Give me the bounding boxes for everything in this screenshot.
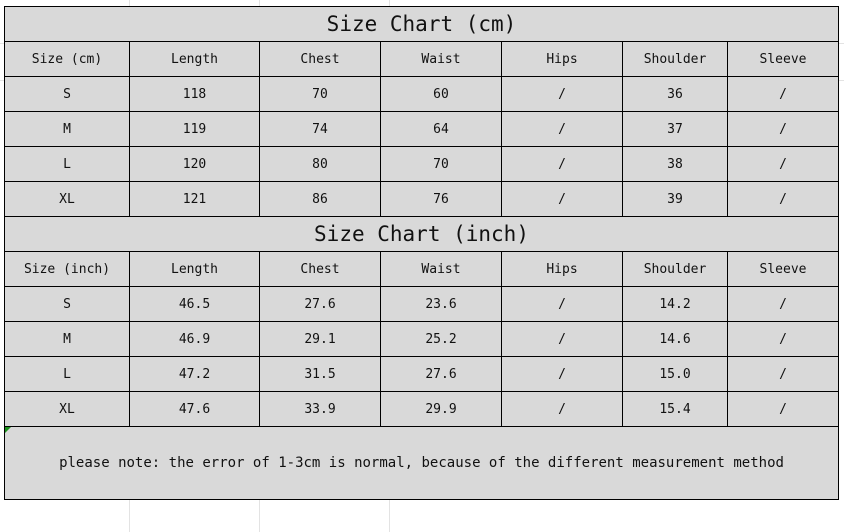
table-title[interactable]: Size Chart (inch) <box>4 216 839 252</box>
table-cell[interactable]: 64 <box>380 111 502 147</box>
table-cell[interactable]: 27.6 <box>259 286 381 322</box>
table-cell[interactable]: 15.4 <box>622 391 728 427</box>
table-cell[interactable]: / <box>727 391 839 427</box>
table-cell[interactable]: 76 <box>380 181 502 217</box>
table-title[interactable]: Size Chart (cm) <box>4 6 839 42</box>
table-cell[interactable]: 47.2 <box>129 356 260 392</box>
header-row: Size (cm) Length Chest Waist Hips Shoulder Sle… <box>4 41 839 77</box>
table-cell[interactable]: / <box>727 111 839 147</box>
table-cell[interactable]: S <box>4 286 130 322</box>
table-cell[interactable]: 23.6 <box>380 286 502 322</box>
table-cell[interactable]: 86 <box>259 181 381 217</box>
table-row: XL 121 86 76/39/ <box>4 181 839 217</box>
column-header[interactable]: Length <box>129 251 260 287</box>
table-cell[interactable]: 46.5 <box>129 286 260 322</box>
table-cell[interactable]: / <box>501 286 623 322</box>
table-row: L 120 80 70/38/ <box>4 146 839 182</box>
table-cell[interactable]: / <box>501 391 623 427</box>
table-cell[interactable]: 118 <box>129 76 260 112</box>
table-row: S 118 70 60/36/ <box>4 76 839 112</box>
table-cell[interactable]: / <box>727 321 839 357</box>
note-row: please note: the error of 1-3cm is norma… <box>4 426 839 500</box>
table-cell[interactable]: / <box>727 286 839 322</box>
table-cell[interactable]: / <box>501 321 623 357</box>
column-header[interactable]: Shoulder <box>622 41 728 77</box>
table-cell[interactable]: 33.9 <box>259 391 381 427</box>
column-header[interactable]: Waist <box>380 251 502 287</box>
table-cell[interactable]: / <box>727 356 839 392</box>
table-cell[interactable]: M <box>4 111 130 147</box>
table-cell[interactable]: 37 <box>622 111 728 147</box>
column-header[interactable]: Chest <box>259 41 381 77</box>
table-cell[interactable]: S <box>4 76 130 112</box>
header-row: Size (inch) Length Chest Waist Hips Shoulder S… <box>4 251 839 287</box>
table-cell[interactable]: 46.9 <box>129 321 260 357</box>
table-cell[interactable]: L <box>4 146 130 182</box>
table-cell[interactable]: XL <box>4 181 130 217</box>
table-cell[interactable]: 70 <box>259 76 381 112</box>
table-cell[interactable]: 31.5 <box>259 356 381 392</box>
table-cell[interactable]: 120 <box>129 146 260 182</box>
table-cell[interactable]: 47.6 <box>129 391 260 427</box>
column-header[interactable]: Chest <box>259 251 381 287</box>
table-cell[interactable]: 80 <box>259 146 381 182</box>
column-header[interactable]: Size (inch) <box>4 251 130 287</box>
table-cell[interactable]: / <box>727 76 839 112</box>
column-header[interactable]: Sleeve <box>727 41 839 77</box>
column-header[interactable]: Sleeve <box>727 251 839 287</box>
table-cell[interactable]: 29.1 <box>259 321 381 357</box>
table-row: S 46.5 27.6 23.6/14.2/ <box>4 286 839 322</box>
table-cell[interactable]: / <box>501 181 623 217</box>
table-cell[interactable]: 15.0 <box>622 356 728 392</box>
column-header[interactable]: Size (cm) <box>4 41 130 77</box>
table-row: XL 47.6 33.9 29.9/15.4/ <box>4 391 839 427</box>
table-cell[interactable]: 60 <box>380 76 502 112</box>
table-row: M 46.9 29.1 25.2/14.6/ <box>4 321 839 357</box>
table-cell[interactable]: / <box>501 356 623 392</box>
table-cell[interactable]: 121 <box>129 181 260 217</box>
table-cell[interactable]: 25.2 <box>380 321 502 357</box>
title-row: Size Chart (inch) <box>4 216 839 252</box>
table-cell[interactable]: 27.6 <box>380 356 502 392</box>
table-cell[interactable]: L <box>4 356 130 392</box>
table-cell[interactable]: 14.6 <box>622 321 728 357</box>
table-cell[interactable]: / <box>727 146 839 182</box>
table-cell[interactable]: / <box>727 181 839 217</box>
table-cell[interactable]: / <box>501 76 623 112</box>
column-header[interactable]: Length <box>129 41 260 77</box>
table-cell[interactable]: XL <box>4 391 130 427</box>
table-cell[interactable]: 119 <box>129 111 260 147</box>
table-cell[interactable]: / <box>501 111 623 147</box>
table-cell[interactable]: 14.2 <box>622 286 728 322</box>
table-cell[interactable]: M <box>4 321 130 357</box>
size-chart-table: Size Chart (cm) Size (cm) Length Chest Waist… <box>4 6 839 500</box>
column-header[interactable]: Shoulder <box>622 251 728 287</box>
table-cell[interactable]: / <box>501 146 623 182</box>
table-row: L 47.2 31.5 27.6/15.0/ <box>4 356 839 392</box>
comment-marker-icon <box>5 427 11 433</box>
table-cell[interactable]: 70 <box>380 146 502 182</box>
column-header[interactable]: Hips <box>501 251 623 287</box>
table-cell[interactable]: 29.9 <box>380 391 502 427</box>
table-cell[interactable]: 38 <box>622 146 728 182</box>
table-row: M 119 74 64/37/ <box>4 111 839 147</box>
table-cell[interactable]: 39 <box>622 181 728 217</box>
title-row: Size Chart (cm) <box>4 6 839 42</box>
column-header[interactable]: Waist <box>380 41 502 77</box>
note-cell[interactable]: please note: the error of 1-3cm is norma… <box>4 426 839 500</box>
table-cell[interactable]: 36 <box>622 76 728 112</box>
table-cell[interactable]: 74 <box>259 111 381 147</box>
column-header[interactable]: Hips <box>501 41 623 77</box>
